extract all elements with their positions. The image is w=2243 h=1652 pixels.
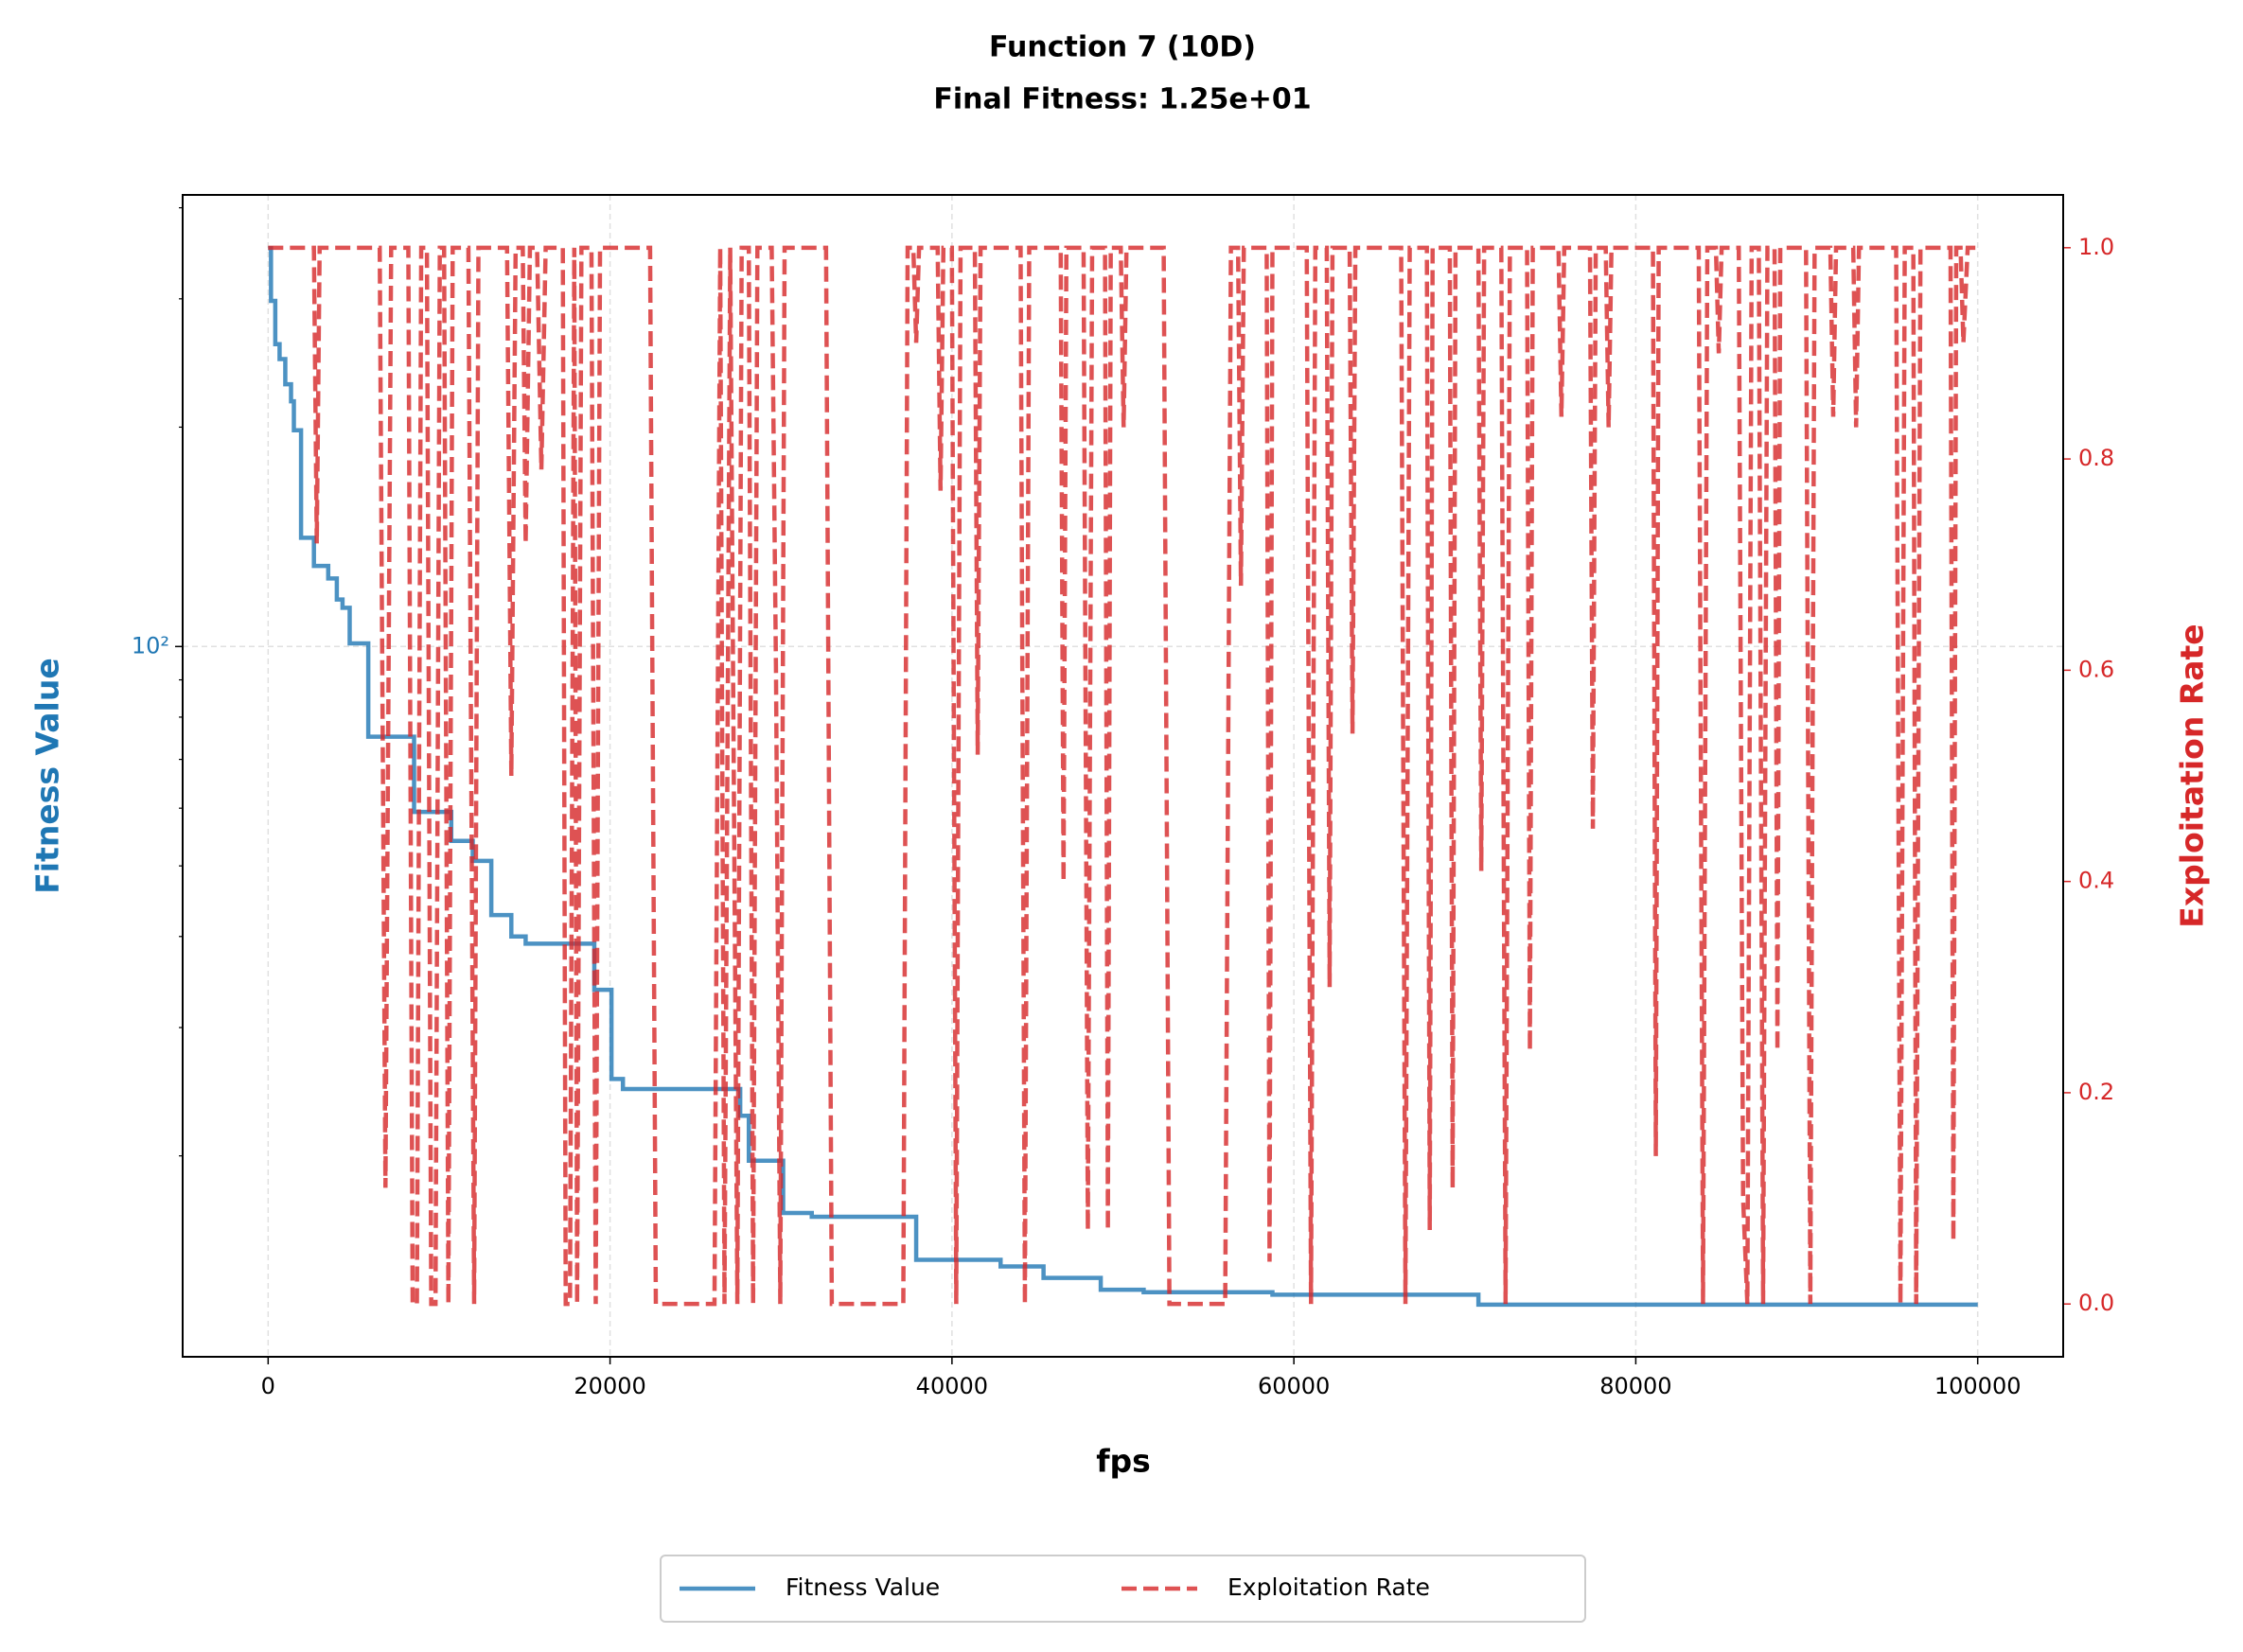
data-line	[268, 246, 1978, 1308]
x-tick-label: 40000	[916, 1373, 988, 1399]
y2-axis-label: Exploitation Rate	[2174, 624, 2211, 927]
x-tick-label: 20000	[574, 1373, 645, 1399]
y2-tick-label: 1.0	[2078, 234, 2114, 260]
x-tick-label: 100000	[1934, 1373, 2022, 1399]
y2-tick-label: 0.4	[2078, 868, 2114, 894]
x-tick-label: 80000	[1599, 1373, 1671, 1399]
data-line	[268, 245, 1978, 1307]
y2-tick-label: 0.8	[2078, 445, 2114, 471]
x-tick-label: 0	[261, 1373, 275, 1399]
y-tick-label: 10²	[132, 632, 169, 659]
x-axis-label: fps	[1096, 1443, 1151, 1480]
y-axis-label: Fitness Value	[29, 658, 66, 893]
chart-title: Function 7 (10D)	[989, 31, 1256, 64]
legend-label: Fitness Value	[786, 1573, 940, 1601]
legend: Fitness Value Exploitation Rate	[660, 1555, 1586, 1623]
y2-tick-label: 0.2	[2078, 1079, 2114, 1105]
x-tick-label: 60000	[1258, 1373, 1330, 1399]
plot-frame	[182, 194, 2064, 1358]
y2-tick-label: 0.6	[2078, 656, 2114, 682]
legend-label: Exploitation Rate	[1227, 1573, 1430, 1601]
chart-subtitle: Final Fitness: 1.25e+01	[933, 83, 1311, 116]
y2-tick-label: 0.0	[2078, 1290, 2114, 1316]
